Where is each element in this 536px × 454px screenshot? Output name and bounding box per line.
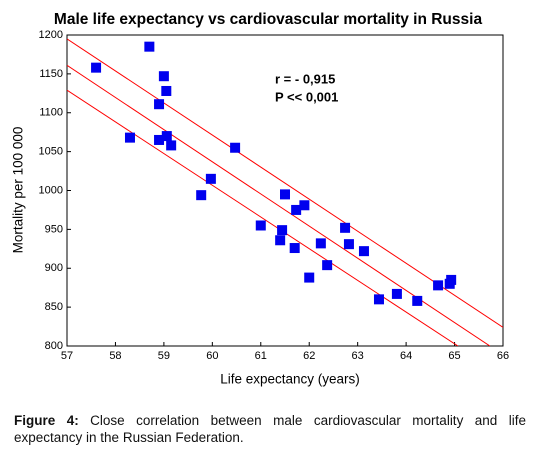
x-axis-label: Life expectancy (years) <box>220 372 360 387</box>
y-tick-label: 1000 <box>39 184 63 196</box>
caption-text: Close correlation between male cardiovas… <box>14 413 526 445</box>
point <box>91 62 102 73</box>
point <box>343 239 354 250</box>
fit-line <box>67 89 459 346</box>
point <box>358 246 369 257</box>
point <box>144 41 155 52</box>
x-tick-label: 58 <box>109 350 121 362</box>
point <box>154 99 165 110</box>
annotation: r = - 0,915 <box>275 71 335 86</box>
point <box>230 142 241 153</box>
caption-label: Figure 4: <box>14 413 79 428</box>
x-tick-label: 65 <box>448 350 460 362</box>
x-tick-label: 63 <box>352 350 364 362</box>
point <box>299 200 310 211</box>
y-tick-label: 1050 <box>39 146 63 158</box>
point <box>158 71 169 82</box>
y-tick-label: 950 <box>45 223 63 235</box>
y-tick-label: 1100 <box>39 107 63 119</box>
point <box>304 272 315 283</box>
caption: Figure 4: Close correlation between male… <box>14 412 526 446</box>
x-tick-label: 66 <box>497 350 509 362</box>
point <box>255 220 266 231</box>
point <box>277 225 288 236</box>
fit-line <box>67 64 491 346</box>
point <box>161 131 172 142</box>
point <box>280 189 290 200</box>
fit-line <box>67 38 503 328</box>
point <box>315 238 326 249</box>
y-tick-label: 1150 <box>39 68 63 80</box>
y-axis-label: Mortality per 100 000 <box>11 127 26 254</box>
y-tick-label: 800 <box>45 340 63 352</box>
point <box>412 295 423 306</box>
point <box>373 294 384 305</box>
y-tick-label: 900 <box>45 262 63 274</box>
x-tick-label: 60 <box>206 350 218 362</box>
annotation: P << 0,001 <box>275 89 338 104</box>
x-tick-label: 64 <box>400 350 412 362</box>
point <box>340 222 351 233</box>
y-tick-label: 850 <box>45 301 63 313</box>
chart: Male life expectancy vs cardiovascular m… <box>11 11 510 387</box>
point <box>166 140 177 151</box>
point <box>391 288 402 299</box>
x-tick-label: 62 <box>303 350 315 362</box>
chart-title: Male life expectancy vs cardiovascular m… <box>54 11 483 28</box>
point <box>124 132 135 143</box>
x-tick-label: 57 <box>61 350 73 362</box>
x-tick-label: 61 <box>255 350 267 362</box>
point <box>433 280 444 291</box>
point <box>446 274 457 285</box>
point <box>322 260 333 271</box>
y-tick-label: 1200 <box>39 29 63 41</box>
point <box>275 235 286 246</box>
point <box>289 243 300 254</box>
point <box>205 173 216 184</box>
point <box>154 134 165 145</box>
x-tick-label: 59 <box>158 350 170 362</box>
point <box>196 190 207 201</box>
point <box>161 85 172 96</box>
point <box>291 204 302 215</box>
